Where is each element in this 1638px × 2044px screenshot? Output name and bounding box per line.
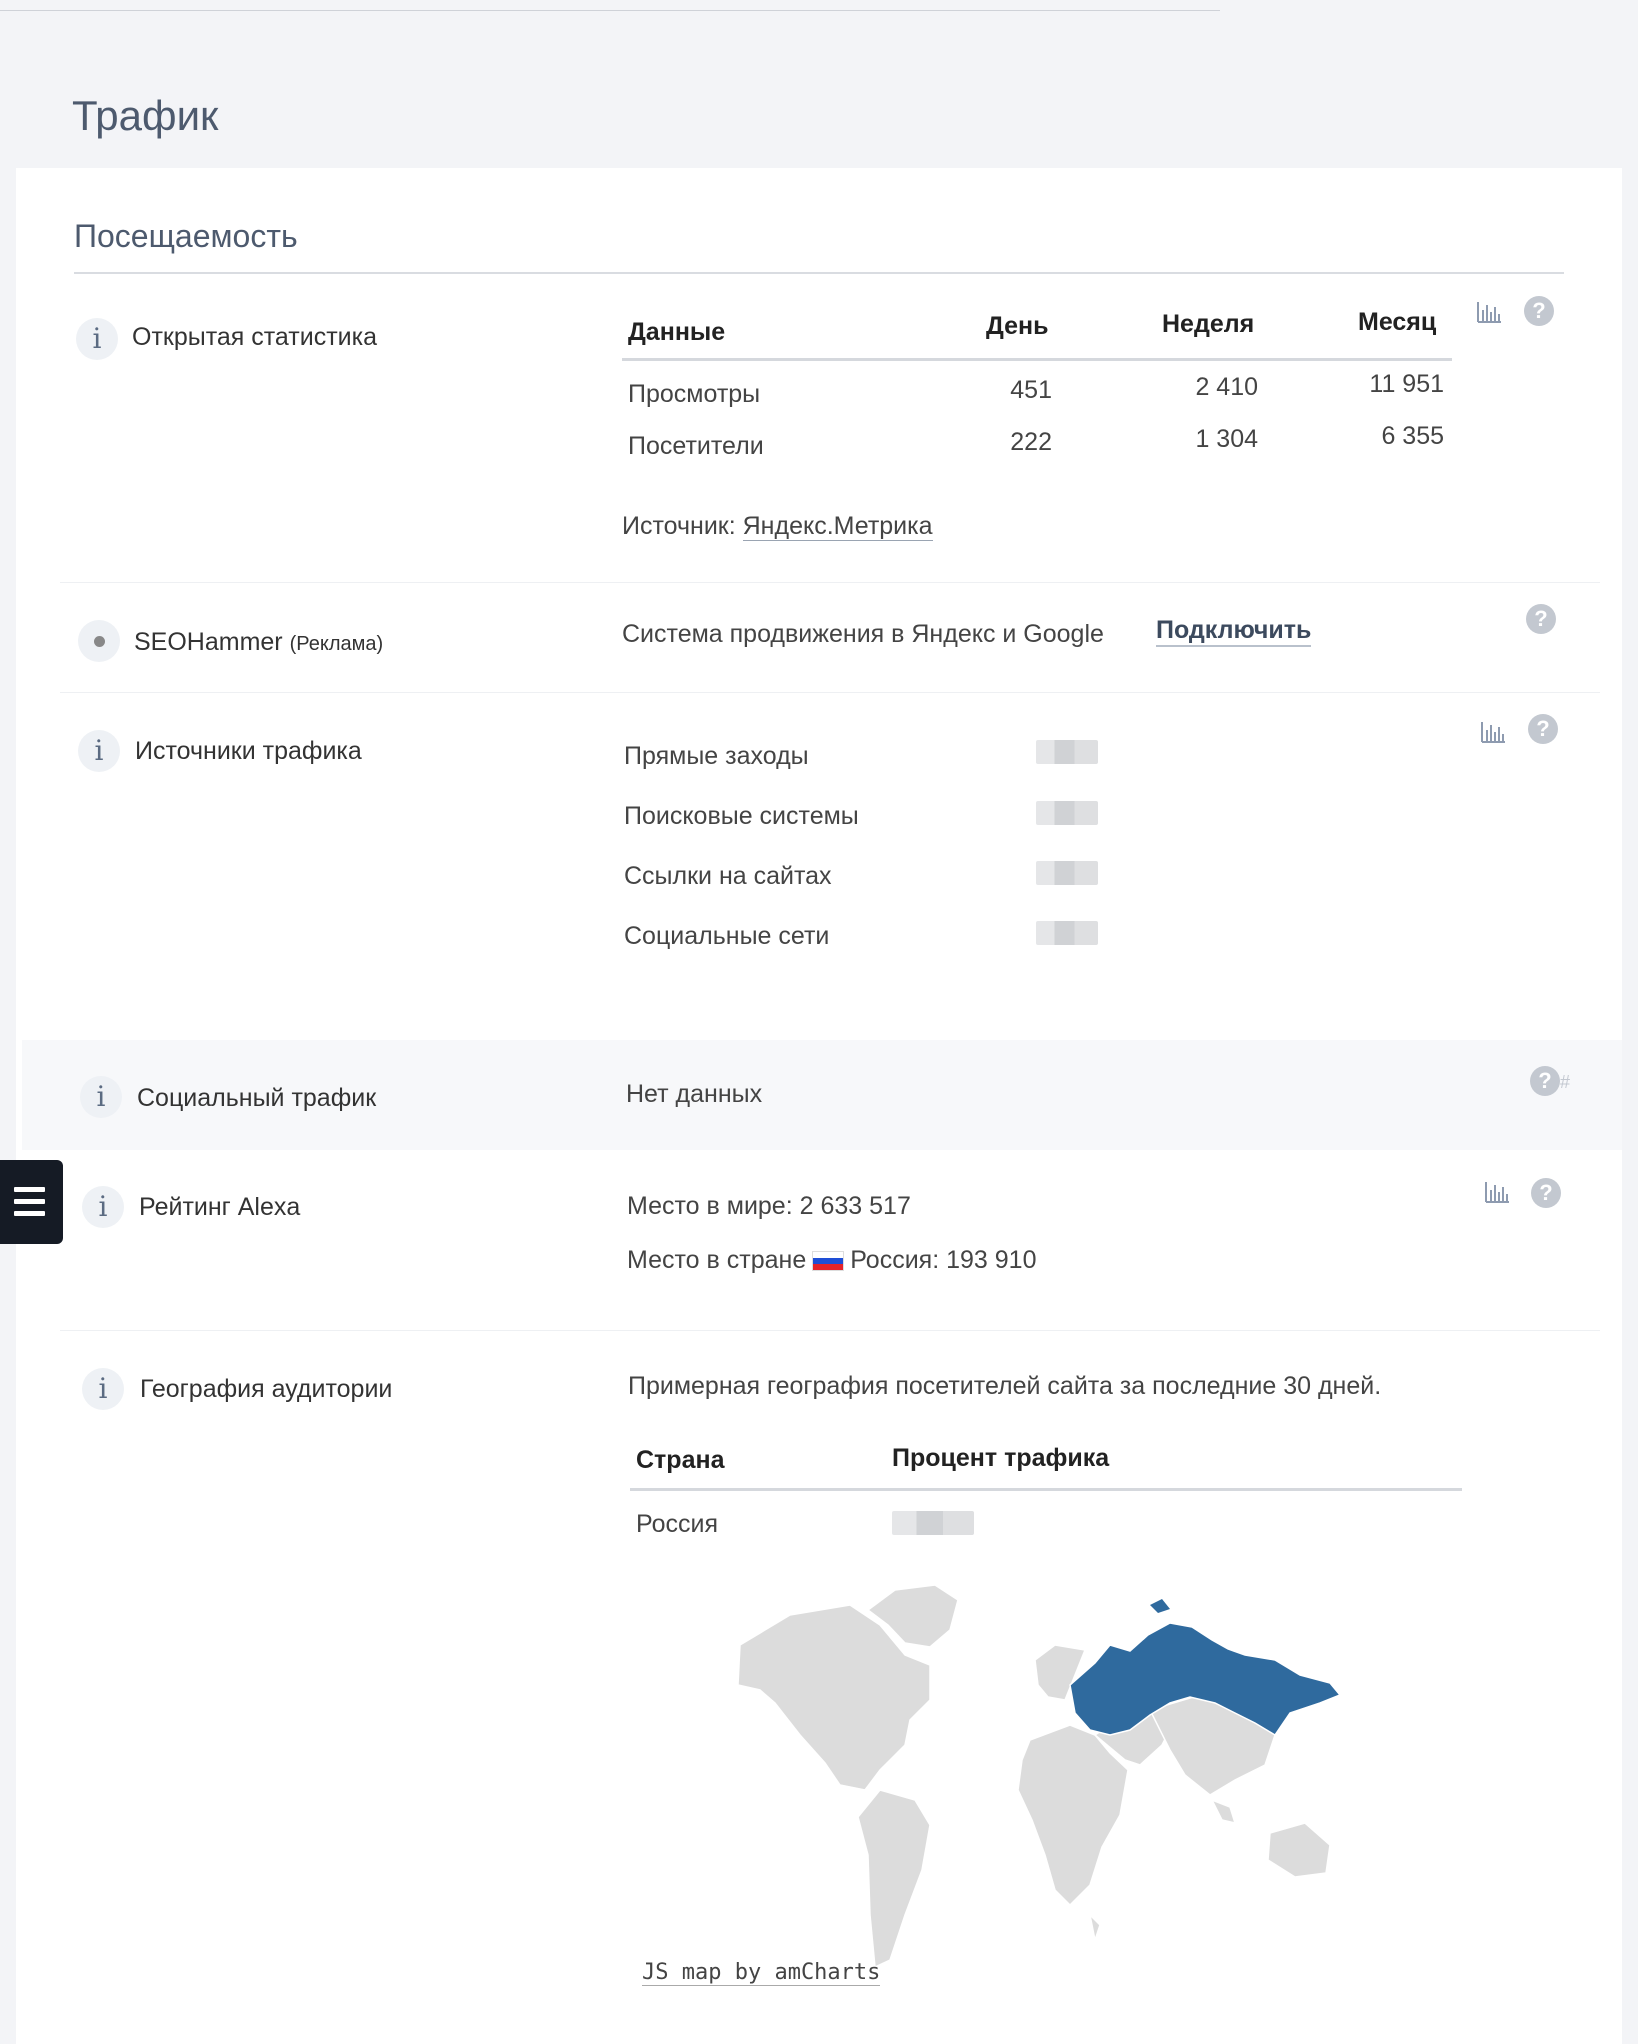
row-divider: [60, 1330, 1600, 1331]
bar-chart-icon[interactable]: [1484, 1180, 1510, 1204]
social-traffic-value: Нет данных: [626, 1080, 763, 1108]
question-icon[interactable]: ?: [1531, 1178, 1561, 1208]
info-icon[interactable]: i: [82, 1368, 124, 1410]
header-week: Неделя: [1162, 310, 1255, 338]
info-icon[interactable]: i: [80, 1076, 122, 1118]
header-day: День: [986, 312, 1049, 340]
blurred-value: [1036, 801, 1098, 825]
bullet-icon: [78, 620, 120, 662]
source-item: Прямые заходы: [624, 742, 809, 770]
hash-mark: #: [1560, 1072, 1571, 1092]
views-month: 11 951: [1369, 370, 1444, 398]
question-icon[interactable]: ?: [1528, 714, 1558, 744]
section-title: Посещаемость: [74, 218, 298, 254]
geography-label: География аудитории: [140, 1375, 393, 1403]
blurred-value: [1036, 740, 1098, 764]
bar-chart-icon[interactable]: [1480, 720, 1506, 744]
alexa-world-prefix: Место в мире:: [627, 1192, 793, 1220]
geo-country: Россия: [636, 1510, 718, 1538]
top-divider: [0, 10, 1220, 11]
row-divider: [60, 692, 1600, 693]
source-prefix: Источник:: [622, 512, 736, 540]
hamburger-menu-icon[interactable]: [0, 1160, 63, 1244]
info-icon[interactable]: i: [78, 730, 120, 772]
bar-chart-icon[interactable]: [1476, 300, 1502, 324]
question-icon[interactable]: ?: [1526, 604, 1556, 634]
source-link[interactable]: Яндекс.Метрика: [742, 512, 933, 541]
visitors-month: 6 355: [1381, 422, 1444, 450]
source-item: Поисковые системы: [624, 802, 859, 830]
views-week: 2 410: [1195, 373, 1258, 401]
header-percent: Процент трафика: [892, 1444, 1110, 1472]
info-icon[interactable]: i: [76, 318, 118, 360]
social-traffic-label: Социальный трафик: [137, 1084, 377, 1112]
source-line: Источник: Яндекс.Метрика: [622, 512, 933, 541]
page-title: Трафик: [72, 92, 219, 139]
alexa-country-value: Россия: 193 910: [850, 1246, 1037, 1274]
source-item: Социальные сети: [624, 922, 830, 950]
alexa-country: Место в стране Россия: 193 910: [627, 1246, 1036, 1275]
question-icon[interactable]: ?: [1524, 296, 1554, 326]
connect-link[interactable]: Подключить: [1156, 616, 1312, 647]
visitors-day: 222: [1010, 428, 1052, 456]
info-icon[interactable]: i: [82, 1186, 124, 1228]
header-month: Месяц: [1358, 308, 1437, 336]
visitors-week: 1 304: [1195, 425, 1258, 453]
alexa-world-value: 2 633 517: [799, 1192, 911, 1220]
row-divider: [60, 582, 1600, 583]
seohammer-ad: (Реклама): [289, 633, 384, 655]
source-item: Ссылки на сайтах: [624, 862, 832, 890]
open-stats-label: Открытая статистика: [132, 323, 378, 351]
question-icon[interactable]: ?: [1530, 1066, 1560, 1096]
russia-region: [1069, 1622, 1342, 1737]
alexa-country-prefix: Место в стране: [627, 1246, 807, 1274]
header-country: Страна: [636, 1446, 725, 1474]
header-data: Данные: [628, 318, 726, 346]
stats-header-line: [622, 358, 1452, 361]
seohammer-description: Система продвижения в Яндекс и Google: [622, 620, 1104, 648]
seohammer-label: SEOHammer (Реклама): [134, 628, 383, 657]
section-divider: [74, 272, 1564, 274]
alexa-label: Рейтинг Alexa: [139, 1193, 301, 1221]
social-traffic-row: [22, 1040, 1622, 1150]
alexa-world: Место в мире: 2 633 517: [627, 1192, 911, 1221]
world-map[interactable]: [730, 1585, 1370, 1995]
traffic-sources-label: Источники трафика: [135, 737, 362, 765]
row-views-label: Просмотры: [628, 380, 761, 408]
seohammer-name: SEOHammer: [134, 628, 283, 656]
russia-flag-icon: [812, 1251, 845, 1272]
geography-description: Примерная география посетителей сайта за…: [628, 1372, 1382, 1400]
map-credit[interactable]: JS map by amCharts: [642, 1960, 881, 1986]
views-day: 451: [1010, 376, 1052, 404]
row-visitors-label: Посетители: [628, 432, 764, 460]
geo-header-line: [630, 1488, 1462, 1491]
blurred-value: [1036, 921, 1098, 945]
blurred-value: [1036, 861, 1098, 885]
blurred-value: [892, 1511, 974, 1535]
